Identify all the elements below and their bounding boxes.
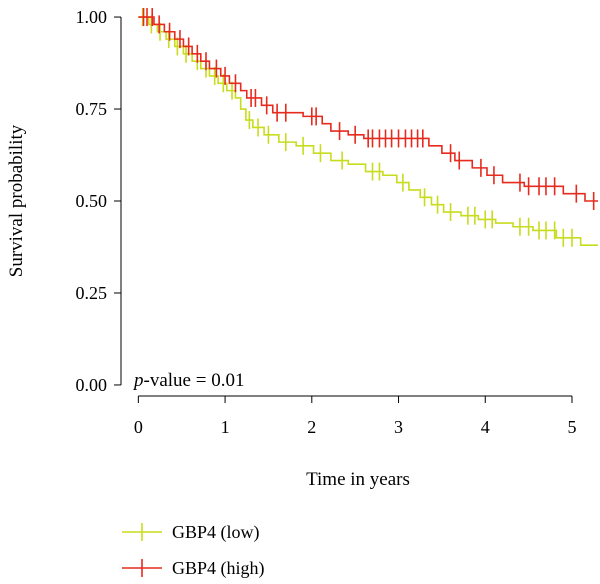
x-tick-label: 2	[307, 417, 316, 437]
y-tick-label: 1.00	[76, 7, 108, 27]
series-layer	[138, 8, 598, 247]
y-tick-label: 0.25	[76, 283, 108, 303]
legend-label-low: GBP4 (low)	[172, 522, 260, 543]
x-tick-label: 1	[221, 417, 230, 437]
p-value-annotation: p-value = 0.01	[132, 370, 244, 391]
x-ticks: 0 1 2 3 4 5	[134, 396, 576, 437]
x-tick-label: 3	[394, 417, 403, 437]
survival-curve	[138, 16, 598, 246]
x-axis-title: Time in years	[306, 469, 410, 490]
y-tick-label: 0.50	[76, 191, 108, 211]
p-value-italic: p	[132, 370, 144, 391]
y-ticks: 0.00 0.25 0.50 0.75 1.00	[76, 7, 121, 395]
y-tick-label: 0.00	[76, 375, 108, 395]
series-0	[138, 8, 598, 247]
legend-label-high: GBP4 (high)	[172, 558, 265, 579]
axes: 0.00 0.25 0.50 0.75 1.00 0 1 2 3 4 5	[76, 7, 577, 437]
legend: GBP4 (low) GBP4 (high)	[122, 522, 265, 579]
series-1	[138, 8, 598, 210]
y-tick-label: 0.75	[76, 99, 108, 119]
y-axis-title: Survival probability	[6, 124, 27, 277]
legend-item-low: GBP4 (low)	[122, 522, 260, 543]
x-tick-label: 5	[567, 417, 576, 437]
legend-item-high: GBP4 (high)	[122, 558, 265, 579]
p-value-rest: -value = 0.01	[144, 370, 245, 391]
x-tick-label: 4	[481, 417, 490, 437]
x-tick-label: 0	[134, 417, 143, 437]
survival-curve	[138, 16, 598, 202]
